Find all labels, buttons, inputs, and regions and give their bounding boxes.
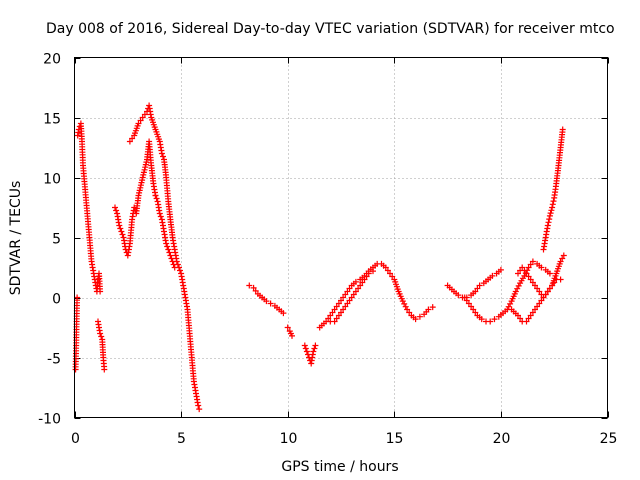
data-point-markers (515, 252, 567, 301)
x-tick-label: 20 (493, 431, 511, 447)
data-point-markers (316, 260, 436, 331)
data-point-markers (74, 120, 104, 295)
data-point-markers (327, 268, 376, 325)
data-point-markers (444, 266, 504, 301)
x-tick-label: 5 (177, 431, 186, 447)
y-tick-label: 15 (43, 112, 61, 128)
x-tick-label: 25 (600, 431, 618, 447)
series-seg10 (316, 260, 436, 331)
y-axis-label: SDTVAR / TECUs (8, 181, 24, 296)
series-seg15 (515, 252, 567, 301)
axis-ticks (74, 57, 609, 419)
y-tick-label: 0 (52, 292, 61, 308)
y-tick-label: -5 (47, 352, 61, 368)
series-seg1 (72, 294, 81, 373)
grid (74, 57, 608, 418)
data-point-markers (72, 294, 81, 373)
series-seg4 (112, 138, 159, 259)
data-series (72, 102, 567, 413)
series-seg16 (540, 126, 566, 253)
series-seg5 (126, 102, 203, 413)
x-tick-labels: 0 5 10 15 20 25 (71, 431, 617, 447)
series-seg2 (74, 120, 104, 295)
data-point-markers (284, 324, 295, 339)
series-seg12 (444, 266, 504, 301)
y-tick-label: 5 (52, 232, 61, 248)
data-point-markers (246, 282, 287, 317)
y-tick-label: 10 (43, 172, 61, 188)
x-axis-label: GPS time / hours (281, 459, 398, 475)
x-tick-label: 10 (280, 431, 298, 447)
data-point-markers (112, 138, 159, 259)
plot-frame (74, 57, 608, 418)
y-tick-label: 20 (43, 52, 61, 68)
data-point-markers (95, 318, 108, 373)
chart-title: Day 008 of 2016, Sidereal Day-to-day VTE… (46, 21, 615, 37)
series-seg7 (246, 282, 287, 317)
series-seg3 (95, 318, 108, 373)
data-point-markers (301, 342, 319, 367)
series-seg11 (327, 268, 376, 325)
series-seg8 (284, 324, 295, 339)
data-point-markers (126, 102, 203, 413)
data-point-markers (540, 126, 566, 253)
series-seg9 (301, 342, 319, 367)
y-tick-labels: -10 -5 0 5 10 15 20 (38, 52, 61, 428)
data-point-markers (152, 192, 178, 271)
y-tick-label: -10 (38, 412, 61, 428)
series-seg6 (152, 192, 178, 271)
x-tick-label: 15 (386, 431, 404, 447)
x-tick-label: 0 (71, 431, 80, 447)
